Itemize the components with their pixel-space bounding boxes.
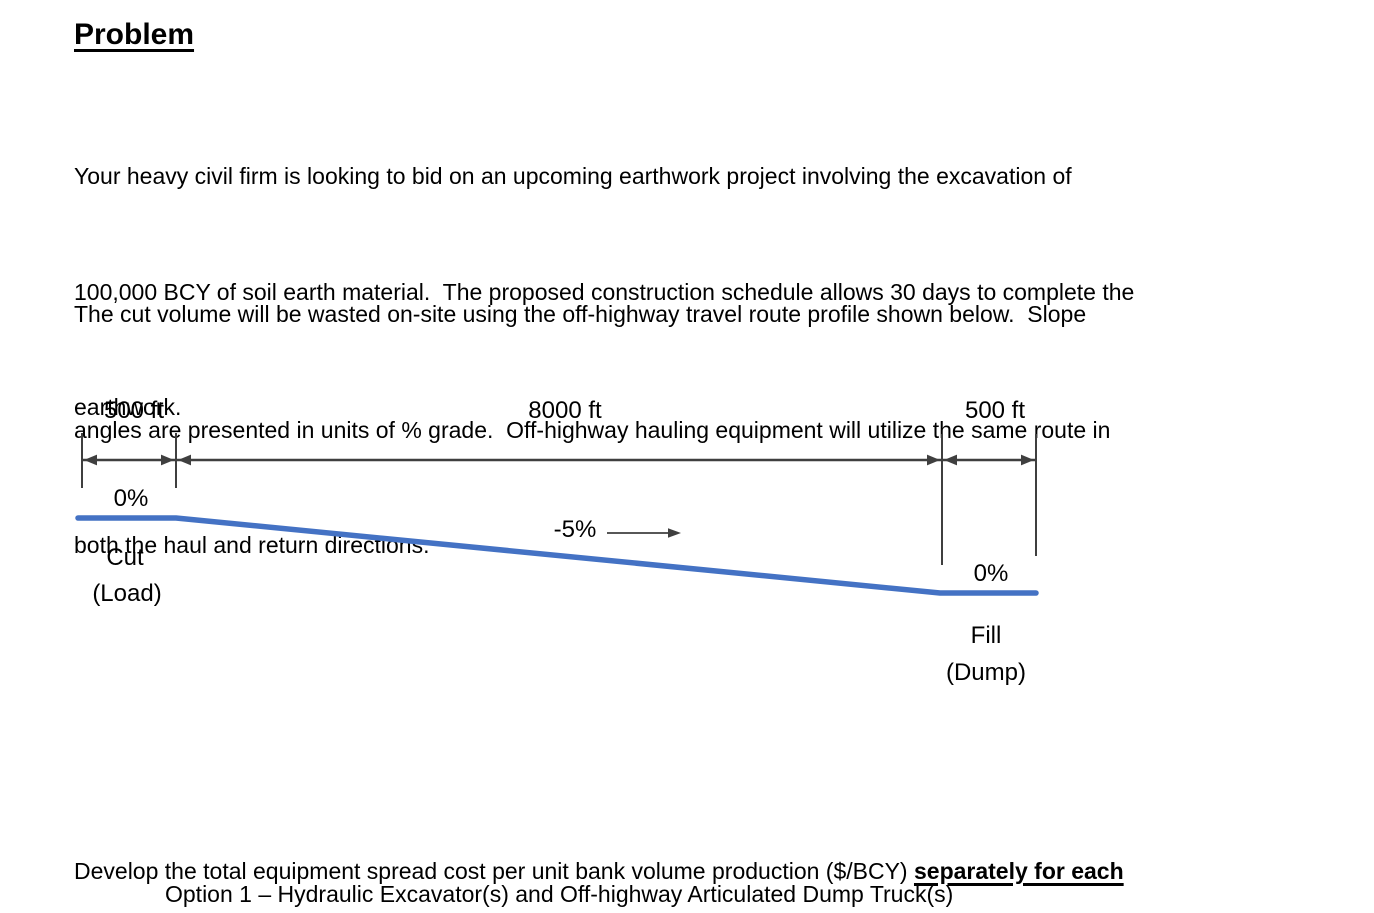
arrowhead-left-icon: [84, 454, 97, 466]
option-1-line: Option 1 – Hydraulic Excavator(s) and Of…: [165, 881, 954, 907]
page-title: Problem: [74, 18, 195, 51]
text-line: 100,000 BCY of soil earth material. The …: [74, 278, 1135, 305]
cut-load-label: (Load): [92, 580, 161, 607]
text-line: earthwork.: [74, 394, 182, 420]
task-text-regular: Develop the total equipment spread cost …: [74, 858, 914, 884]
arrowhead-right-icon: [927, 454, 940, 466]
distance-label-middle: 8000 ft: [528, 397, 602, 424]
arrowhead-left-icon: [944, 454, 957, 466]
route-profile-line: [75, 515, 1039, 596]
cut-label: Cut: [106, 544, 144, 571]
grade-label-right: 0%: [974, 560, 1009, 587]
task-text-emphasis: separately for each: [913, 858, 1124, 884]
fill-dump-label: (Dump): [946, 659, 1026, 686]
paragraph-route-description: The cut volume will be wasted on-site us…: [74, 218, 1110, 642]
text-line: Develop the total equipment spread cost …: [74, 852, 1124, 891]
grade-label-middle: -5%: [554, 516, 597, 543]
slope-direction-arrowhead-icon: [668, 528, 681, 538]
grade-label-left: 0%: [114, 485, 149, 512]
text-line: The cut volume will be wasted on-site us…: [74, 301, 1087, 327]
distance-label-right: 500 ft: [965, 397, 1025, 424]
distance-label-left: 500 ft: [104, 397, 164, 424]
route-profile-diagram: 500 ft 8000 ft 500 ft 0% -5% 0% Cut (Loa…: [75, 397, 1039, 686]
fill-label: Fill: [971, 622, 1002, 649]
arrowhead-left-icon: [178, 454, 191, 466]
text-line: angles are presented in units of % grade…: [74, 416, 1111, 443]
text-line: Your heavy civil firm is looking to bid …: [74, 163, 1072, 189]
arrowhead-right-icon: [1021, 454, 1034, 466]
paragraph-intro: Your heavy civil firm is looking to bid …: [74, 80, 1134, 504]
paragraph-task: Develop the total equipment spread cost …: [74, 775, 1124, 913]
arrowhead-right-icon: [161, 454, 174, 466]
